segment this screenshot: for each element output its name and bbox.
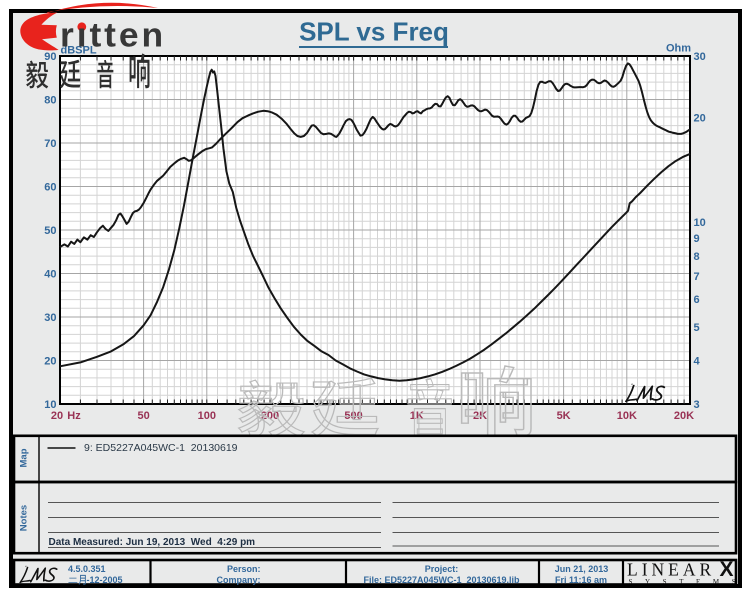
svg-text:9: ED5227A045WC-1 20130619: 9: ED5227A045WC-1 20130619 [84,442,238,454]
svg-text:Jun 21, 2013: Jun 21, 2013 [555,564,609,574]
svg-text:Notes: Notes [19,505,30,531]
svg-text:-12-2005: -12-2005 [87,575,123,585]
svg-text:Project:: Project: [425,564,459,574]
svg-text:50: 50 [44,225,56,237]
svg-text:60: 60 [44,182,56,194]
svg-text:9: 9 [694,233,700,245]
svg-text:80: 80 [44,95,56,107]
svg-text:Company:: Company: [216,575,260,585]
svg-text:X: X [720,558,734,581]
svg-text:3: 3 [694,399,700,411]
svg-text:5K: 5K [557,410,571,422]
svg-text:dBSPL: dBSPL [61,45,97,57]
svg-text:70: 70 [44,138,56,150]
svg-text:20K: 20K [674,410,694,422]
svg-text:6: 6 [694,294,700,306]
svg-text:4: 4 [694,356,701,368]
svg-text:Hz: Hz [67,410,81,422]
svg-text:50: 50 [137,410,149,422]
svg-text:LINEAR: LINEAR [627,560,715,580]
svg-text:100: 100 [198,410,216,422]
svg-text:20: 20 [51,410,63,422]
svg-text:20: 20 [44,356,56,368]
svg-text:SPL vs Freq: SPL vs Freq [299,17,449,47]
svg-text:Person:: Person: [227,564,261,574]
svg-text:90: 90 [44,51,56,63]
svg-text:20: 20 [694,112,706,124]
svg-text:10K: 10K [617,410,637,422]
svg-text:Data Measured: Jun 19, 2013 W: Data Measured: Jun 19, 2013 Wed 4:29 pm [49,537,256,548]
svg-text:rıtten: rıtten [60,17,166,55]
svg-text:8: 8 [694,251,700,263]
svg-text:SYSTEMS: SYSTEMS [629,578,749,586]
svg-text:File: ED5227A045WC-1 20130619: File: ED5227A045WC-1 20130619.lib [363,575,520,585]
svg-text:30: 30 [694,51,706,63]
svg-text:40: 40 [44,269,56,281]
svg-text:Fri 11:16 am: Fri 11:16 am [555,575,607,585]
svg-text:10: 10 [694,217,706,229]
svg-text:30: 30 [44,312,56,324]
svg-text:10: 10 [44,399,56,411]
svg-text:Ohm: Ohm [666,43,691,55]
svg-text:7: 7 [694,271,700,283]
svg-text:4.5.0.351: 4.5.0.351 [68,564,106,574]
svg-text:5: 5 [694,322,700,334]
svg-text:Map: Map [19,448,30,467]
